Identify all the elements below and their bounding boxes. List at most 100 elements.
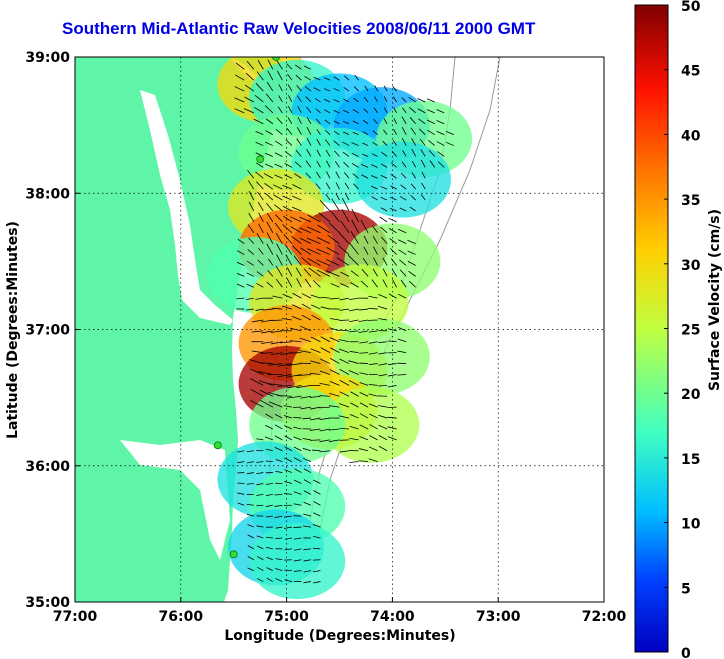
velocity-arrow <box>361 268 369 277</box>
velocity-arrow <box>283 515 292 518</box>
velocity-arrow <box>303 581 311 584</box>
velocity-arrow <box>288 95 293 103</box>
velocity-arrow <box>308 267 321 277</box>
colorbar-tick-label: 0 <box>681 646 691 659</box>
velocity-arrow <box>306 226 321 234</box>
velocity-arrow <box>264 152 273 157</box>
velocity-arrow <box>398 249 407 255</box>
velocity-arrow <box>294 468 302 473</box>
velocity-arrow <box>265 163 274 168</box>
velocity-arrow <box>409 107 416 114</box>
velocity-arrow <box>303 501 312 506</box>
velocity-arrow <box>378 293 388 299</box>
velocity-arrow <box>319 382 331 386</box>
colorbar-tick-label: 30 <box>681 258 701 274</box>
velocity-arrow <box>339 450 350 453</box>
velocity-arrow <box>266 81 274 92</box>
velocity-arrow <box>378 414 388 419</box>
velocity-arrow <box>397 338 407 343</box>
velocity-arrow <box>257 201 264 212</box>
y-tick-label: 35:00 <box>25 595 70 611</box>
velocity-arrow <box>334 150 340 157</box>
velocity-arrow <box>418 118 426 125</box>
velocity-arrow <box>248 180 255 190</box>
velocity-vectors <box>234 59 454 584</box>
velocity-arrow <box>418 128 426 135</box>
velocity-arrow <box>275 278 283 288</box>
velocity-arrow <box>305 96 312 103</box>
velocity-arrow <box>333 76 340 81</box>
velocity-arrow <box>237 502 245 506</box>
velocity-arrow <box>313 535 321 539</box>
velocity-arrow <box>311 314 321 321</box>
velocity-arrow <box>261 352 273 354</box>
velocity-arrow <box>248 201 255 212</box>
velocity-arrow <box>283 493 292 495</box>
velocity-arrow <box>265 130 274 136</box>
velocity-arrow <box>359 362 369 364</box>
velocity-arrow <box>296 384 311 389</box>
velocity-arrow <box>387 426 397 430</box>
velocity-arrow <box>275 558 283 561</box>
velocity-arrow <box>381 247 388 255</box>
velocity-arrow <box>401 127 407 135</box>
velocity-arrow <box>293 255 302 266</box>
velocity-cell <box>249 523 346 600</box>
velocity-arrow <box>408 97 416 103</box>
velocity-arrow <box>246 472 254 475</box>
velocity-arrow <box>316 236 331 245</box>
velocity-arrow <box>272 295 283 299</box>
velocity-arrow <box>399 207 407 212</box>
velocity-arrow <box>411 172 417 179</box>
velocity-arrow <box>300 247 312 255</box>
velocity-arrow <box>312 523 321 528</box>
velocity-arrow <box>303 65 312 70</box>
y-tick-label: 39:00 <box>25 50 70 66</box>
velocity-arrow <box>282 305 293 310</box>
velocity-arrow <box>310 360 321 364</box>
velocity-arrow <box>348 360 359 364</box>
velocity-arrow <box>364 85 369 92</box>
velocity-arrow <box>373 246 378 255</box>
x-axis-label: Longitude (Degrees:Minutes) <box>224 628 455 644</box>
velocity-arrow <box>373 107 378 114</box>
velocity-arrow <box>293 416 302 419</box>
velocity-arrow <box>349 425 359 430</box>
velocity-arrow <box>323 88 331 92</box>
velocity-arrow <box>359 424 369 430</box>
velocity-arrow <box>275 265 283 277</box>
velocity-arrow <box>275 140 283 146</box>
velocity-arrow <box>270 341 283 345</box>
velocity-arrow <box>236 297 245 300</box>
velocity-arrow <box>347 254 359 266</box>
velocity-arrow <box>246 513 254 517</box>
velocity-arrow <box>387 436 397 441</box>
velocity-arrow <box>380 196 388 201</box>
velocity-arrow <box>326 259 340 266</box>
velocity-arrow <box>236 272 245 277</box>
velocity-arrow <box>286 267 293 277</box>
velocity-arrow <box>368 458 378 463</box>
velocity-arrow <box>339 232 350 244</box>
velocity-arrow <box>398 239 407 245</box>
velocity-arrow <box>255 141 264 146</box>
velocity-arrow <box>274 446 283 452</box>
velocity-arrow <box>381 236 388 244</box>
velocity-arrow <box>316 149 321 157</box>
velocity-arrow <box>303 548 311 551</box>
velocity-arrow <box>237 238 245 244</box>
velocity-arrow <box>411 148 417 157</box>
velocity-arrow <box>370 164 378 168</box>
velocity-arrow <box>410 194 416 201</box>
velocity-cell <box>354 141 451 218</box>
velocity-arrow <box>294 479 302 484</box>
velocity-arrow <box>378 445 388 452</box>
velocity-arrow <box>258 380 273 386</box>
y-axis-ticks: 35:00 36:00 37:00 38:00 39:00 <box>25 50 80 611</box>
velocity-arrow <box>378 424 388 430</box>
velocity-arrow <box>315 118 321 125</box>
velocity-arrow <box>339 379 350 386</box>
velocity-arrow <box>301 293 312 299</box>
velocity-arrow <box>316 171 321 179</box>
velocity-arrow <box>319 200 331 212</box>
